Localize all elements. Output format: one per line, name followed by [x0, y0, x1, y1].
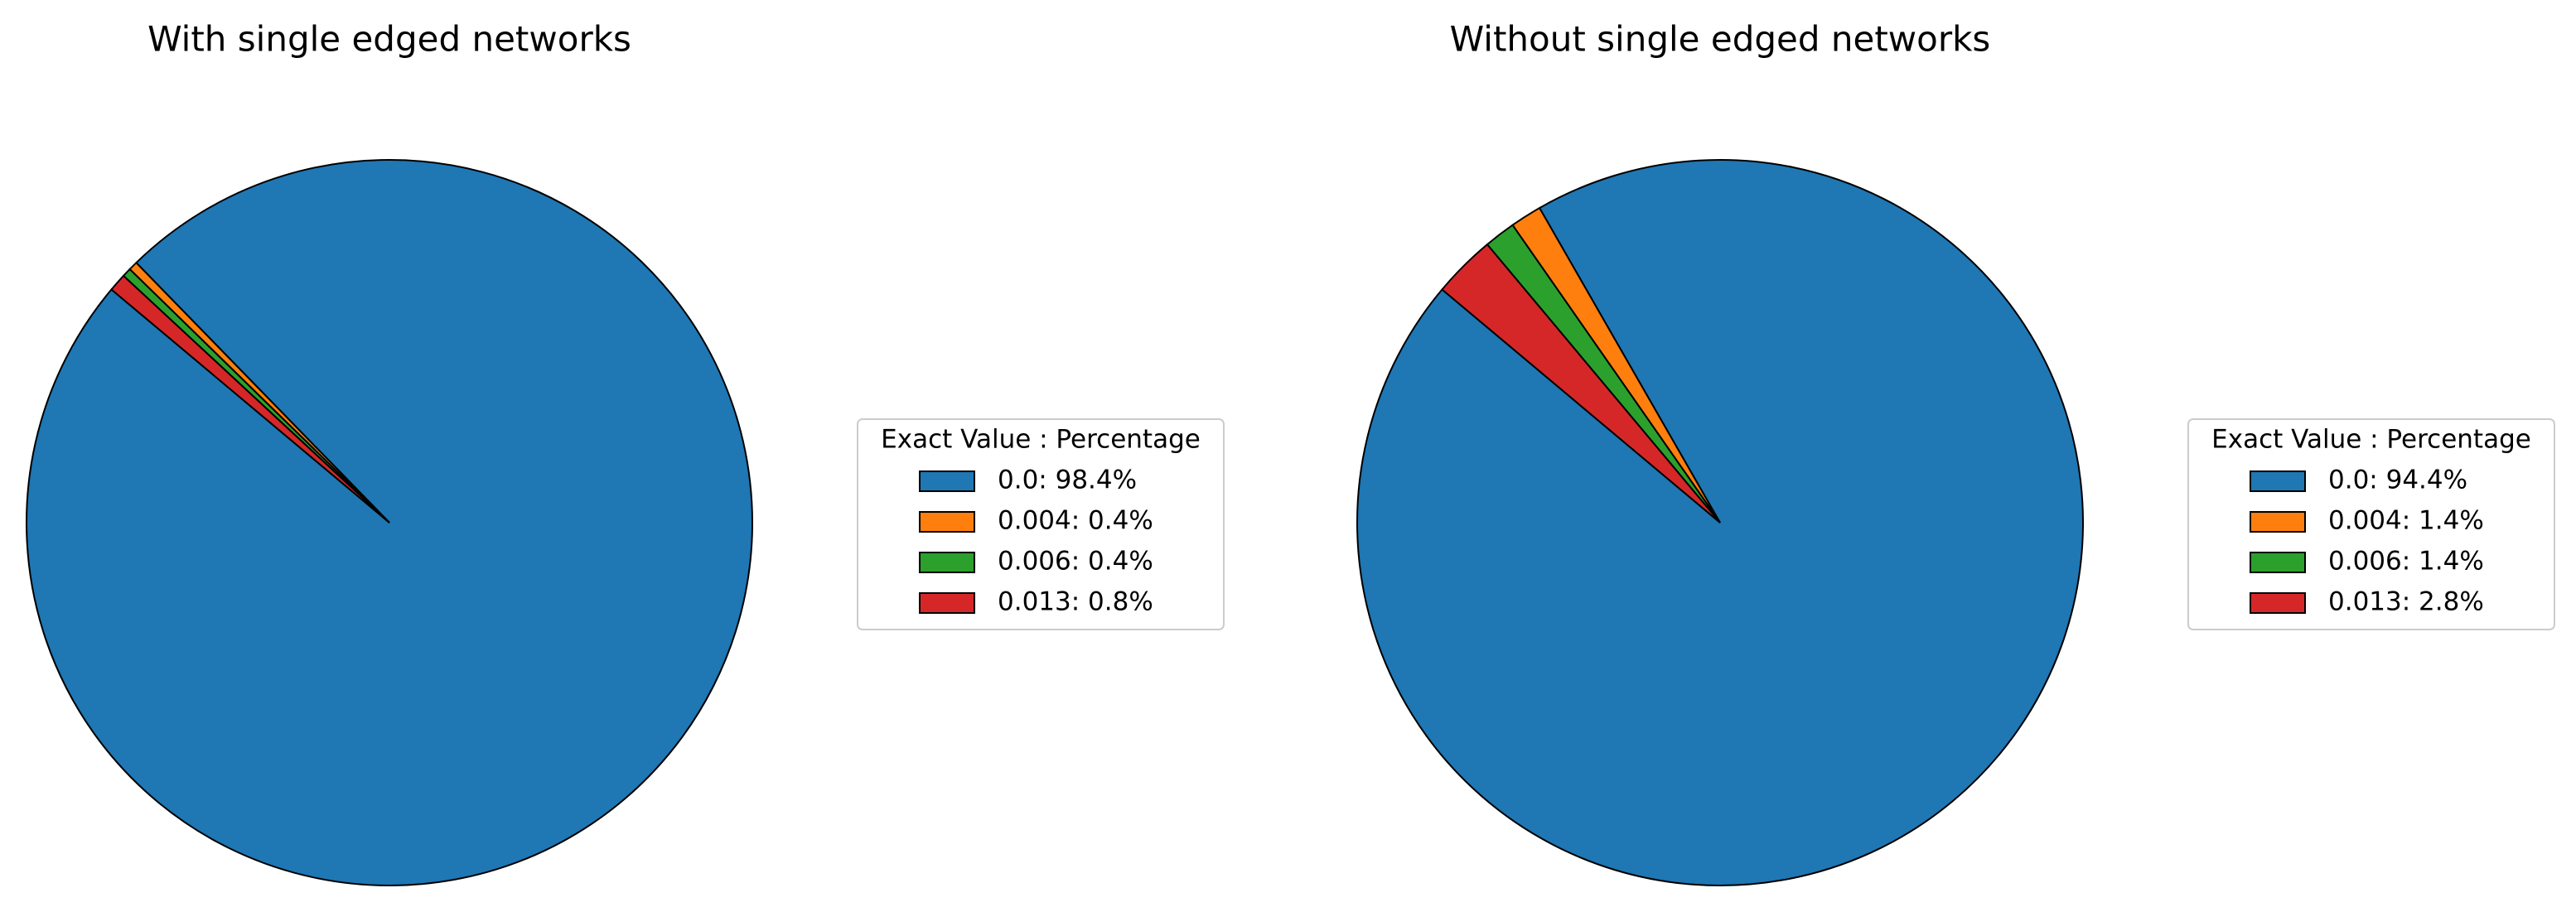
legend-swatch	[2250, 552, 2306, 573]
pie-slice	[1441, 243, 1721, 524]
legend-label: 0.004: 1.4%	[2328, 506, 2484, 536]
legend-swatch	[919, 552, 975, 573]
legend-title: Exact Value : Percentage	[881, 425, 1201, 455]
legend-label: 0.0: 98.4%	[998, 466, 1137, 495]
legend-label: 0.004: 0.4%	[998, 506, 1153, 536]
pie-slice	[110, 274, 390, 524]
legend-label: 0.0: 94.4%	[2328, 466, 2467, 495]
chart-title: With single edged networks	[147, 19, 631, 60]
legend-swatch	[919, 511, 975, 533]
pie-slice	[26, 159, 753, 886]
legend-swatch	[2250, 511, 2306, 533]
legend-swatch	[919, 470, 975, 492]
legend-swatch	[2250, 592, 2306, 614]
legend-swatch	[919, 592, 975, 614]
legend-swatch	[2250, 470, 2306, 492]
legend-label: 0.013: 0.8%	[998, 587, 1153, 617]
legend-label: 0.006: 0.4%	[998, 547, 1153, 577]
legend-label: 0.013: 2.8%	[2328, 587, 2484, 617]
chart-title: Without single edged networks	[1450, 19, 1991, 60]
legend-label: 0.006: 1.4%	[2328, 547, 2484, 577]
legend-title: Exact Value : Percentage	[2211, 425, 2531, 455]
